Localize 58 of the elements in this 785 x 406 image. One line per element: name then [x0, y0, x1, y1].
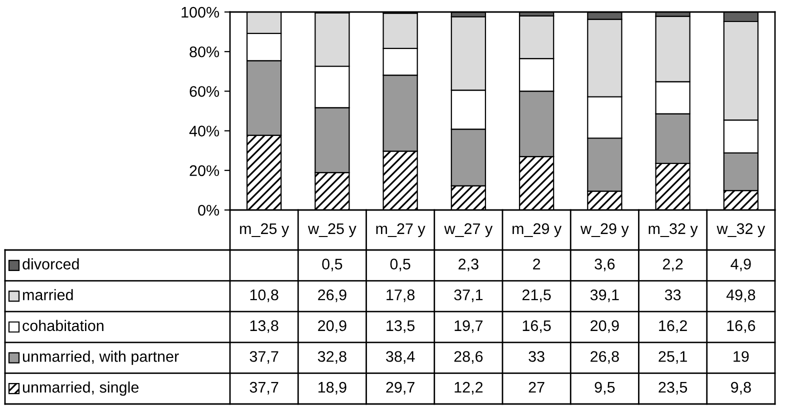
- data-label: 16,6: [727, 320, 756, 333]
- data-label: 26,8: [590, 351, 619, 364]
- y-tick-label: 100%: [182, 6, 220, 18]
- data-label: 16,2: [659, 320, 687, 333]
- data-label: 26,9: [318, 289, 346, 302]
- data-label: 37,7: [250, 351, 278, 364]
- legend-label: unmarried, single: [22, 381, 139, 396]
- data-label: 4,9: [730, 258, 751, 272]
- x-tick-label: w_29 y: [580, 223, 629, 238]
- legend-label: cohabitation: [22, 320, 104, 332]
- data-label: 2: [533, 258, 540, 270]
- data-label: 33: [528, 351, 544, 362]
- x-tick-label: m_29 y: [512, 223, 562, 238]
- data-label: 2,3: [458, 258, 478, 272]
- data-label: 37,1: [454, 289, 483, 302]
- x-tick-label: w_27 y: [444, 223, 493, 238]
- y-tick-label: 60%: [190, 86, 220, 97]
- data-label: 9,8: [731, 382, 751, 395]
- data-label: 17,8: [386, 289, 415, 302]
- y-tick-label: 40%: [189, 126, 220, 136]
- data-label: 19,7: [454, 320, 483, 333]
- data-label: 38,4: [386, 351, 415, 364]
- y-tick-label: 20%: [190, 165, 220, 176]
- x-tick-label: w_32 y: [716, 223, 766, 238]
- data-label: 13,8: [250, 320, 278, 333]
- data-label: 19: [734, 351, 749, 362]
- data-label: 27: [528, 382, 544, 393]
- x-tick-label: m_32 y: [648, 223, 698, 238]
- data-label: 10,8: [250, 289, 278, 302]
- data-label: 29,7: [386, 382, 414, 395]
- data-label: 23,5: [658, 382, 688, 395]
- y-tick-label: 80%: [190, 46, 220, 58]
- legend-label: divorced: [22, 258, 79, 270]
- data-label: 37,7: [250, 382, 278, 395]
- data-label: 13,5: [386, 320, 415, 333]
- x-tick-label: w_25 y: [308, 223, 356, 238]
- data-label: 0,5: [322, 258, 342, 272]
- legend-label: married: [23, 289, 73, 300]
- data-label: 0,5: [390, 258, 410, 272]
- data-label: 39,1: [590, 289, 619, 302]
- y-tick-label: 0%: [198, 204, 220, 216]
- data-label: 32,8: [318, 351, 346, 364]
- data-label: 28,6: [454, 351, 483, 364]
- data-label: 25,1: [658, 351, 687, 364]
- data-label: 20,9: [318, 320, 346, 333]
- legend-label: unmarried, with partner: [22, 350, 179, 365]
- x-tick-label: m_27 y: [376, 223, 426, 238]
- x-tick-label: m_25 y: [240, 223, 290, 238]
- data-label: 33: [664, 289, 681, 300]
- data-label: 49,8: [726, 289, 756, 302]
- data-label: 16,5: [522, 320, 551, 333]
- data-label: 9,5: [594, 382, 615, 395]
- data-label: 20,9: [590, 320, 619, 333]
- data-label: 2,2: [662, 258, 683, 272]
- data-label: 18,9: [318, 382, 346, 395]
- data-label: 3,6: [594, 258, 615, 272]
- data-label: 12,2: [454, 382, 483, 395]
- data-label: 21,5: [522, 289, 551, 302]
